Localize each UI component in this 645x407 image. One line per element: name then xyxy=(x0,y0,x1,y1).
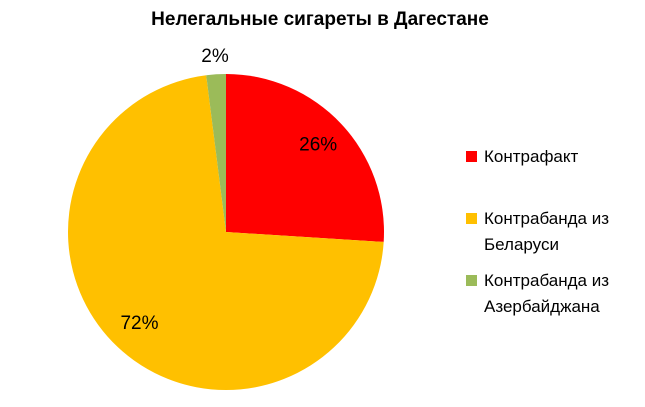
legend-label: Контрабанда из Беларуси xyxy=(484,209,610,254)
legend-swatch xyxy=(466,151,477,162)
data-label: 2% xyxy=(201,46,229,67)
data-label: 72% xyxy=(120,313,158,334)
legend-item: Контрафакт xyxy=(466,144,636,170)
legend-label: Контрафакт xyxy=(484,147,579,166)
legend-item: Контрабанда из Беларуси xyxy=(466,206,636,258)
pie-slice xyxy=(68,75,384,390)
pie-slice xyxy=(206,74,226,232)
data-label: 26% xyxy=(299,134,337,155)
pie-slice xyxy=(226,74,384,242)
legend-swatch xyxy=(466,275,477,286)
chart-title: Нелегальные сигареты в Дагестане xyxy=(151,9,489,30)
legend-item: Контрабанда из Азербайджана xyxy=(466,268,636,320)
legend-swatch xyxy=(466,213,477,224)
legend-label: Контрабанда из Азербайджана xyxy=(484,271,610,316)
